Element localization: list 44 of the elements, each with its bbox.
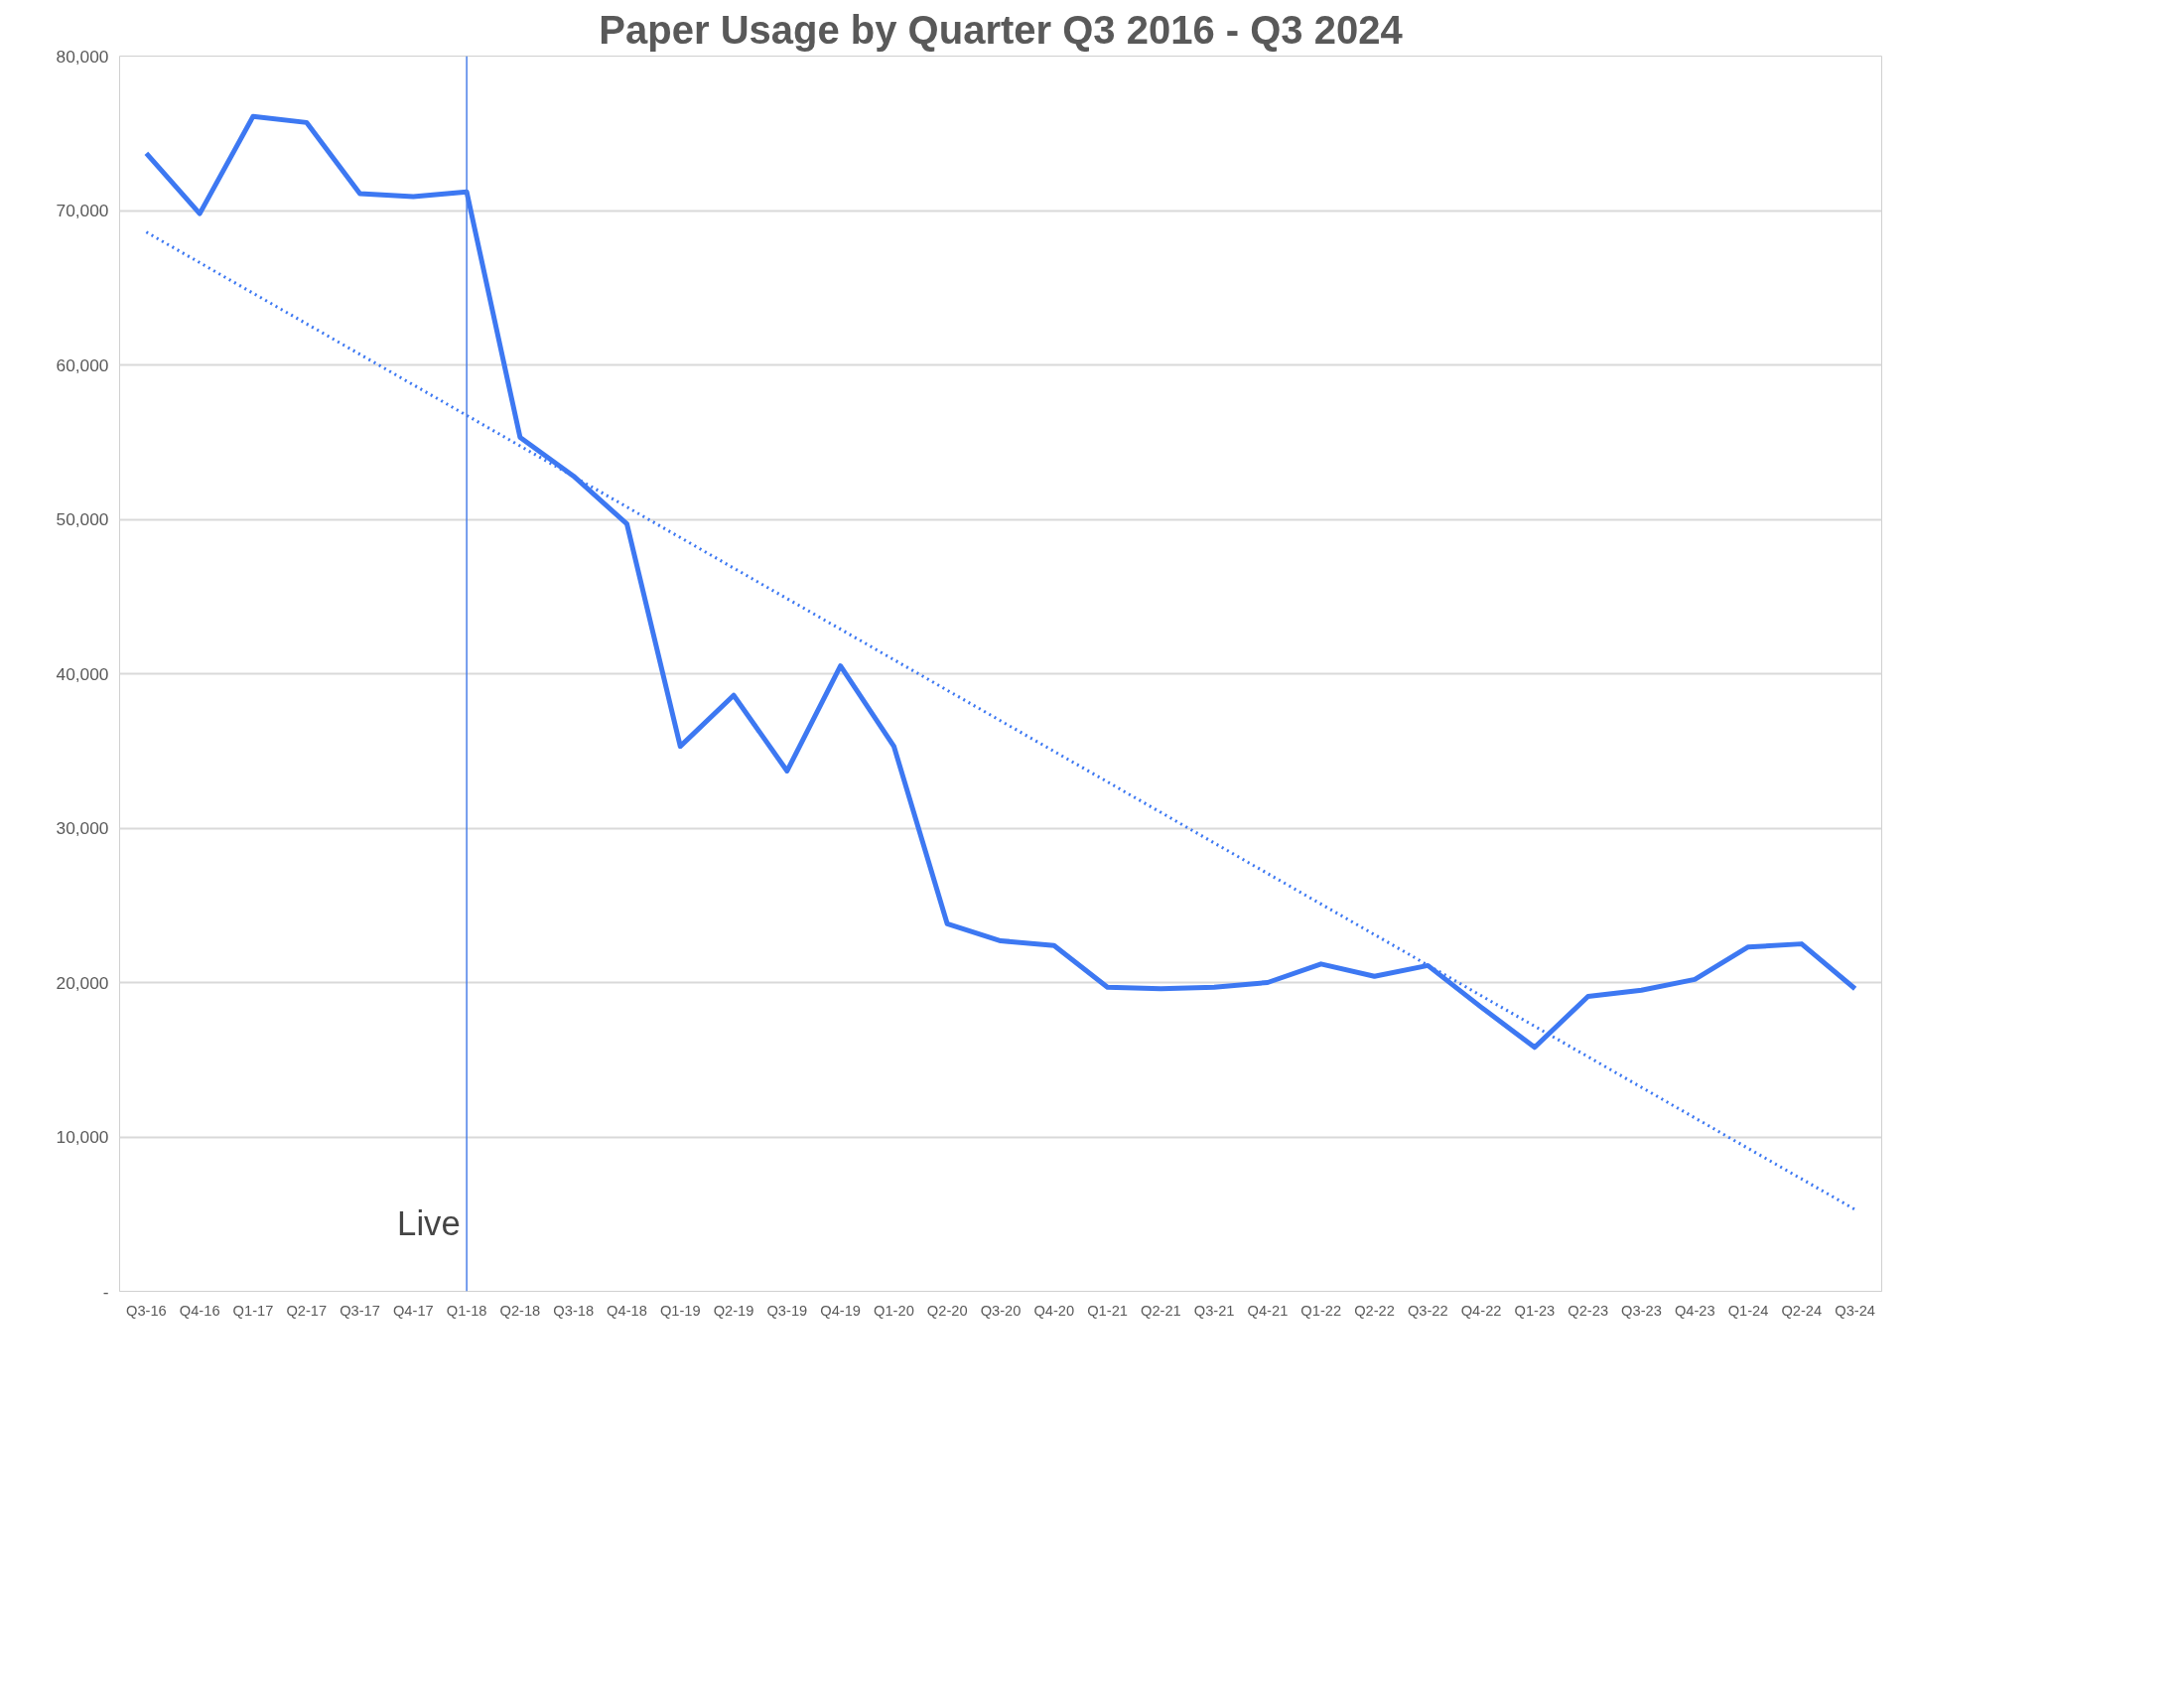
x-tick-label: Q1-20 xyxy=(874,1302,914,1319)
x-tick-label: Q3-23 xyxy=(1621,1302,1662,1319)
y-tick-label: 70,000 xyxy=(56,201,109,220)
y-tick-label: 80,000 xyxy=(56,46,109,67)
chart-title: Paper Usage by Quarter Q3 2016 - Q3 2024 xyxy=(599,7,1404,52)
x-tick-label: Q1-21 xyxy=(1087,1302,1128,1319)
y-tick-label: 40,000 xyxy=(56,663,109,684)
x-tick-label: Q2-20 xyxy=(926,1302,968,1319)
x-tick-label: Q2-18 xyxy=(499,1302,541,1319)
x-tick-label: Q2-21 xyxy=(1141,1302,1181,1319)
x-tick-label: Q3-19 xyxy=(766,1302,808,1319)
x-tick-label: Q4-22 xyxy=(1460,1302,1502,1319)
x-tick-label: Q1-17 xyxy=(232,1302,274,1319)
x-tick-label: Q1-24 xyxy=(1727,1302,1769,1319)
x-tick-label: Q3-20 xyxy=(980,1302,1022,1319)
x-tick-label: Q4-18 xyxy=(607,1302,647,1319)
x-tick-label: Q2-23 xyxy=(1568,1302,1609,1319)
y-tick-label: 20,000 xyxy=(56,972,109,993)
x-tick-label: Q3-24 xyxy=(1835,1302,1875,1319)
y-tick-label: 50,000 xyxy=(56,509,109,529)
x-tick-label: Q4-19 xyxy=(820,1302,861,1319)
x-tick-label: Q2-24 xyxy=(1781,1302,1823,1319)
x-tick-label: Q2-22 xyxy=(1354,1302,1395,1319)
x-tick-label: Q1-19 xyxy=(659,1302,701,1319)
x-tick-label: Q3-16 xyxy=(126,1302,167,1319)
x-tick-label: Q4-16 xyxy=(179,1302,220,1319)
y-tick-label: 30,000 xyxy=(56,818,109,838)
x-tick-label: Q1-22 xyxy=(1300,1302,1342,1319)
x-tick-label: Q4-21 xyxy=(1247,1302,1289,1319)
x-tick-label: Q4-17 xyxy=(392,1302,434,1319)
x-tick-label: Q1-23 xyxy=(1514,1302,1556,1319)
x-tick-label: Q3-17 xyxy=(340,1302,380,1319)
x-tick-label: Q3-22 xyxy=(1407,1302,1448,1319)
x-tick-label: Q3-18 xyxy=(553,1302,595,1319)
y-tick-label: 60,000 xyxy=(56,354,109,375)
x-tick-label: Q2-19 xyxy=(713,1302,754,1319)
x-tick-label: Q4-23 xyxy=(1674,1302,1715,1319)
x-tick-label: Q1-18 xyxy=(446,1302,487,1319)
x-tick-label: Q4-20 xyxy=(1033,1302,1075,1319)
x-tick-label: Q3-21 xyxy=(1193,1302,1235,1319)
y-tick-label: 10,000 xyxy=(56,1127,109,1147)
x-tick-label: Q2-17 xyxy=(286,1302,328,1319)
y-tick-label: - xyxy=(102,1281,109,1302)
ref-line-label: Live xyxy=(397,1203,461,1242)
